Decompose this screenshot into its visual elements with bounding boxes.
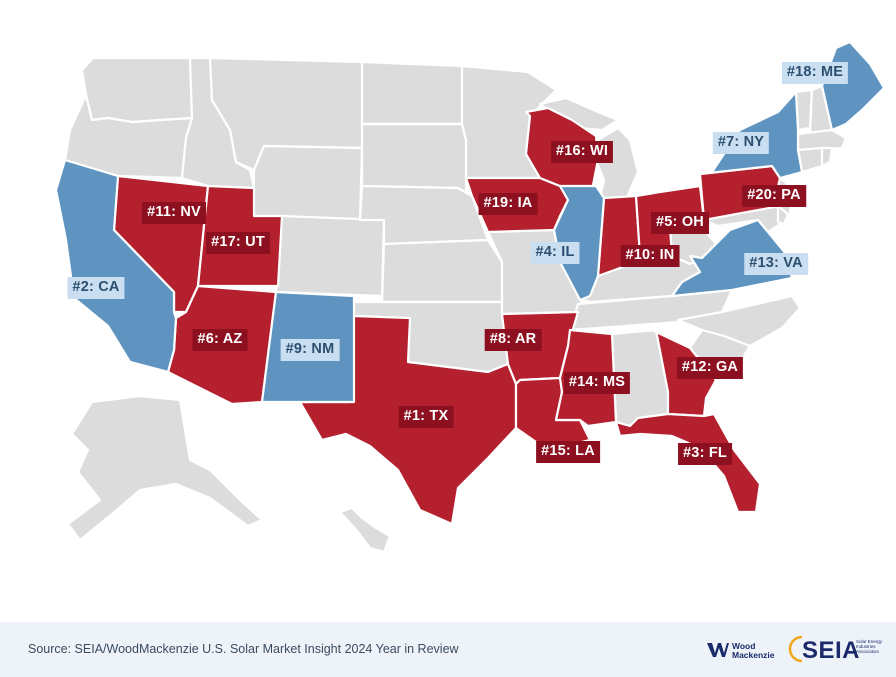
state-ri (820, 146, 834, 168)
state-wy (252, 144, 364, 222)
label-ny: #7: NY (712, 132, 770, 154)
seia-tagline: Solar Energy Industries Association (856, 639, 883, 654)
state-nd (360, 60, 464, 126)
label-ia: #19: IA (478, 193, 538, 215)
label-oh: #5: OH (651, 212, 709, 234)
footer-bar: Source: SEIA/WoodMackenzie U.S. Solar Ma… (0, 622, 896, 677)
state-ca (54, 158, 178, 374)
state-ks (380, 238, 504, 304)
us-solar-ranking-map: #11: NV #17: UT #2: CA #6: AZ #9: NM #1:… (54, 40, 886, 554)
label-in: #10: IN (620, 245, 680, 267)
label-az: #6: AZ (192, 329, 248, 351)
label-wi: #16: WI (550, 141, 614, 163)
label-me: #18: ME (781, 62, 849, 84)
label-va: #13: VA (744, 253, 808, 275)
state-wa (80, 56, 194, 124)
wood-mackenzie-wordmark: Wood Mackenzie (732, 641, 775, 660)
seia-wordmark: SEIA (802, 637, 861, 664)
unranked-states (63, 56, 848, 554)
label-la: #15: LA (536, 441, 600, 463)
label-ca: #2: CA (67, 277, 125, 299)
label-il: #4: IL (530, 242, 580, 264)
label-nm: #9: NM (280, 339, 340, 361)
label-ut: #17: UT (206, 232, 270, 254)
label-fl: #3: FL (678, 443, 732, 465)
state-me (820, 40, 886, 132)
label-ms: #14: MS (563, 372, 631, 394)
seia-logo: SEIA Solar Energy Industries Association (788, 634, 888, 666)
state-co (274, 214, 386, 298)
seia-sun-arc-icon (788, 635, 803, 663)
state-de (776, 204, 790, 226)
state-hi (338, 506, 392, 554)
source-citation: Source: SEIA/WoodMackenzie U.S. Solar Ma… (28, 642, 459, 656)
label-ar: #8: AR (484, 329, 542, 351)
state-fl (614, 412, 762, 514)
us-states-map (54, 40, 886, 554)
state-sd (360, 122, 468, 196)
state-ak (66, 394, 264, 542)
label-tx: #1: TX (398, 406, 454, 428)
label-pa: #20: PA (742, 185, 806, 207)
label-ga: #12: GA (676, 357, 744, 379)
label-nv: #11: NV (142, 202, 206, 224)
wood-mackenzie-mark-icon (707, 643, 729, 657)
